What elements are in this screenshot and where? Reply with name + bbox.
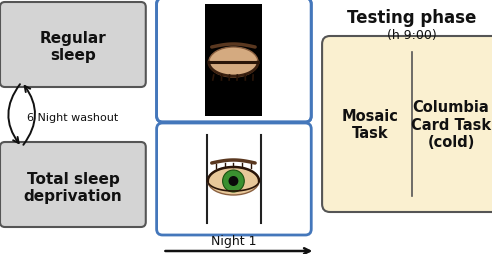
Ellipse shape	[208, 167, 259, 195]
Ellipse shape	[209, 48, 258, 78]
Circle shape	[228, 176, 238, 186]
Text: 6 Night washout: 6 Night washout	[28, 113, 118, 122]
FancyBboxPatch shape	[322, 37, 500, 212]
FancyBboxPatch shape	[156, 0, 312, 122]
Text: Night 1: Night 1	[210, 235, 256, 248]
Text: Mosaic
Task: Mosaic Task	[342, 108, 399, 141]
Circle shape	[222, 170, 244, 192]
Text: Testing phase: Testing phase	[347, 9, 476, 27]
Text: Total sleep
deprivation: Total sleep deprivation	[24, 171, 122, 203]
FancyBboxPatch shape	[156, 123, 312, 235]
Bar	[205, 5, 262, 117]
FancyBboxPatch shape	[0, 3, 146, 88]
Text: Regular
sleep: Regular sleep	[40, 31, 106, 63]
Text: Columbia
Card Task
(cold): Columbia Card Task (cold)	[411, 100, 491, 149]
FancyBboxPatch shape	[0, 142, 146, 227]
Text: (h 9:00): (h 9:00)	[387, 28, 436, 41]
